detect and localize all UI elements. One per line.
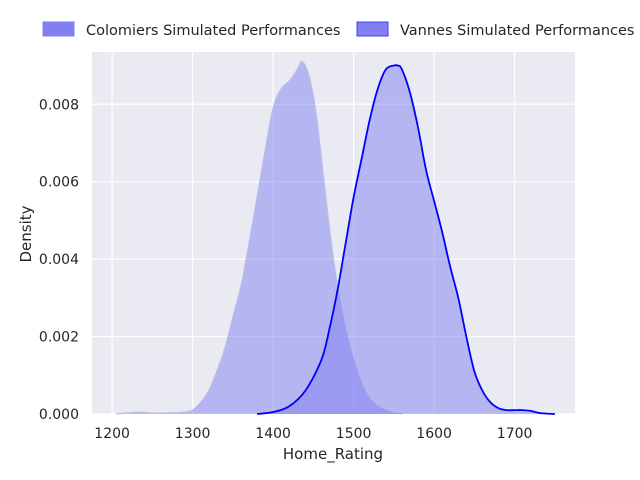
x-tick-label: 1500 <box>336 426 372 442</box>
x-axis-ticks: 1200 1300 1400 1500 1600 1700 <box>94 426 532 442</box>
legend-swatch-vannes <box>356 21 389 37</box>
y-tick-label: 0.002 <box>39 330 79 346</box>
density-area-vannes-line <box>256 64 555 415</box>
y-axis-label: Density <box>17 205 35 262</box>
y-axis-ticks: 0.000 0.002 0.004 0.006 0.008 <box>39 97 79 423</box>
density-area-vannes-fill <box>257 65 555 414</box>
x-tick-label: 1600 <box>416 426 452 442</box>
y-tick-label: 0.004 <box>39 252 79 268</box>
x-tick-label: 1200 <box>94 426 130 442</box>
density-areas <box>116 60 555 415</box>
x-tick-label: 1700 <box>497 426 533 442</box>
legend-label-colomiers: Colomiers Simulated Performances <box>86 23 340 39</box>
y-tick-label: 0.008 <box>39 97 79 113</box>
y-tick-label: 0.000 <box>39 407 79 423</box>
x-tick-label: 1400 <box>255 426 291 442</box>
legend: Colomiers Simulated Performances Vannes … <box>42 21 634 39</box>
x-tick-label: 1300 <box>175 426 211 442</box>
legend-swatch-colomiers <box>42 21 75 37</box>
legend-label-vannes: Vannes Simulated Performances <box>400 23 634 39</box>
x-axis-label: Home_Rating <box>283 445 383 464</box>
y-tick-label: 0.006 <box>39 175 79 191</box>
